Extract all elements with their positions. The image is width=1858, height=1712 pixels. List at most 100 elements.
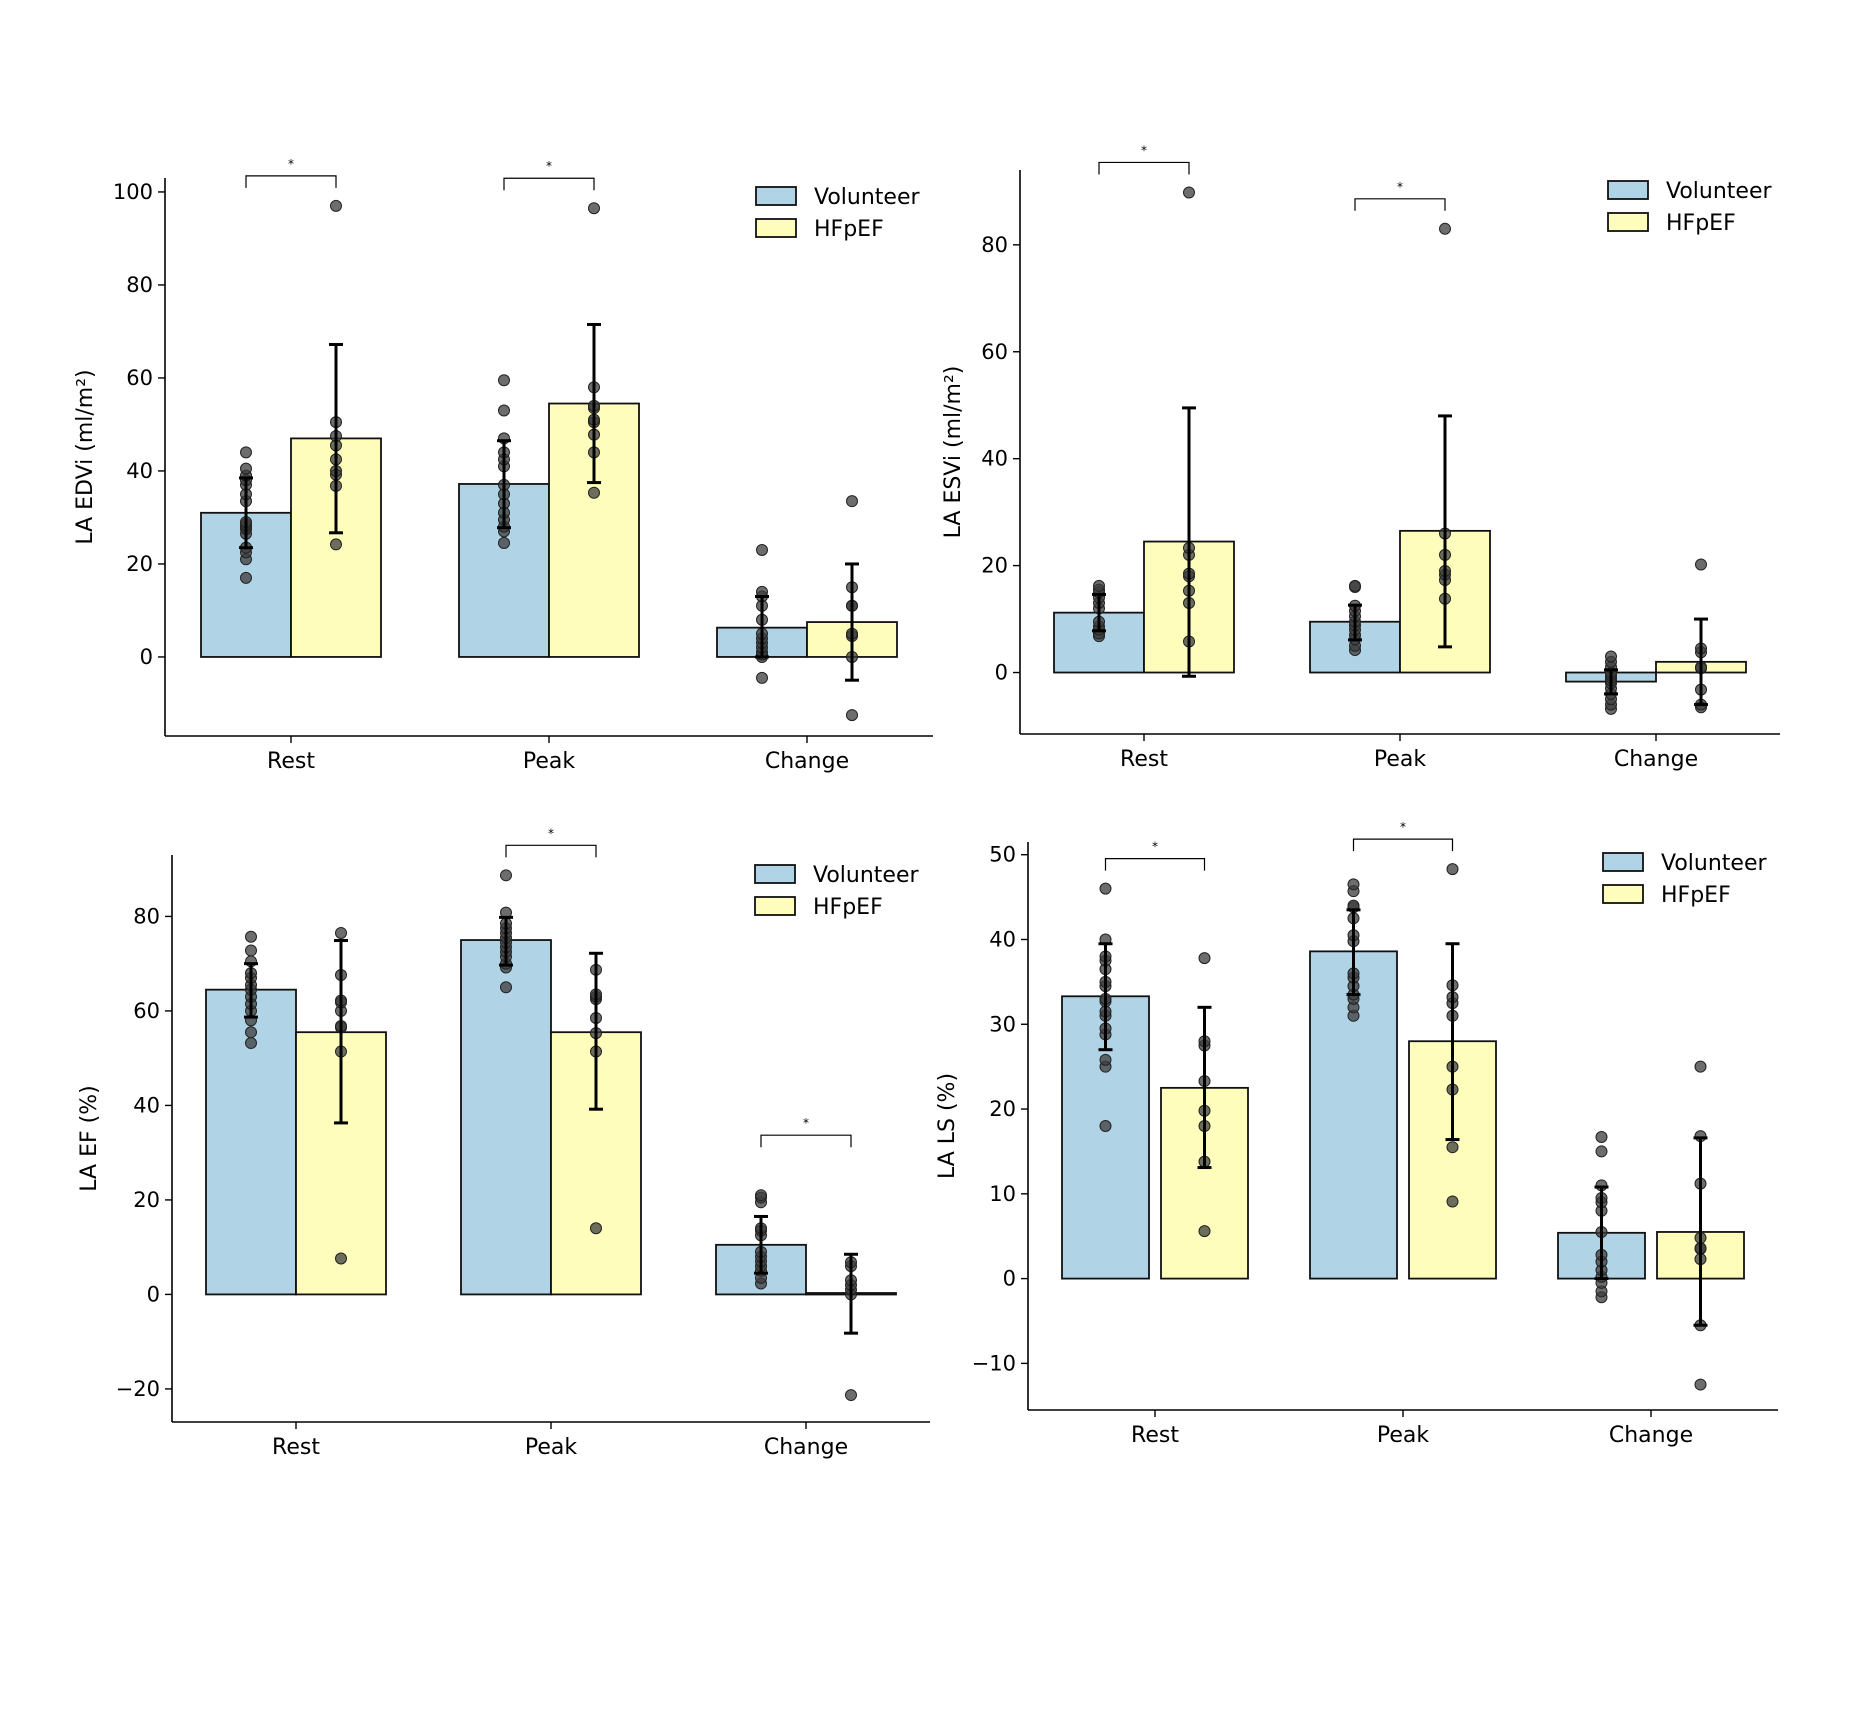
chart-panel-top-right: 0 20 40 60 80 LA ESVi (ml/m²) Rest Peak Change * *… [941,143,1780,772]
data-point [846,709,858,722]
data-point [335,926,347,939]
x-tick-label-change: Change [765,749,849,774]
data-point [500,981,512,994]
legend-label-volunteer: Volunteer [814,185,920,210]
data-point [1198,1225,1211,1238]
y-tick-label: 30 [989,1012,1016,1036]
y-tick-label: 0 [140,645,153,669]
y-tick-label: 60 [126,366,153,390]
y-tick-label: 80 [126,273,153,297]
legend-swatch-hfpef [1607,212,1649,232]
data-point [1446,863,1459,876]
data-point [245,1026,257,1039]
data-point [240,571,252,584]
y-tick-label: −20 [116,1377,160,1401]
significance-bracket [503,177,595,191]
significance-bracket [1354,198,1446,211]
data-point [498,374,510,387]
significance-bracket [245,175,337,188]
significance-star: * [1141,143,1147,157]
data-point [1099,882,1112,895]
y-tick-label: 20 [126,552,153,576]
data-point [245,930,257,943]
y-tick-label: 40 [126,459,153,483]
x-tick-label-change: Change [764,1435,848,1460]
y-tick-label: 20 [133,1188,160,1212]
chart-panel-top-left: 0 20 40 60 80 100 LA EDVi (ml/m²) Rest Peak Chang… [73,157,933,774]
data-point [330,199,342,212]
data-point [1347,878,1360,891]
data-point [1446,1141,1459,1154]
significance-bracket [1098,161,1190,175]
x-tick-label-peak: Peak [1374,747,1426,772]
data-point [1349,579,1361,592]
data-point [1198,952,1211,965]
y-tick-label: 0 [1003,1267,1016,1291]
data-point [335,1252,347,1265]
significance-star: * [1397,180,1403,194]
legend-label-volunteer: Volunteer [1666,179,1772,204]
data-point [1695,558,1707,571]
data-point [588,202,600,215]
data-point [1183,186,1195,199]
data-point [240,462,252,475]
legend-swatch-volunteer [1607,180,1649,200]
data-point [1099,1053,1112,1066]
y-axis-title: LA EDVi (ml/m²) [73,369,98,544]
bar-volunteer-peak [460,939,552,1296]
data-point [330,538,342,551]
data-point [588,486,600,499]
legend-swatch-volunteer [755,186,797,206]
legend-swatch-volunteer [754,864,796,884]
data-point [498,404,510,417]
x-tick-label-change: Change [1614,747,1698,772]
y-tick-label: 50 [989,843,1016,867]
data-point [1093,579,1105,592]
data-point [498,537,510,550]
y-tick-label: 40 [981,447,1008,471]
legend-label-hfpef: HFpEF [1666,211,1736,236]
legend-swatch-hfpef [754,896,796,916]
legend-swatch-volunteer [1602,852,1644,872]
y-tick-label: 80 [981,233,1008,257]
legend-label-volunteer: Volunteer [813,863,919,888]
x-tick-label-peak: Peak [525,1435,577,1460]
significance-star: * [546,159,552,173]
significance-star: * [288,157,294,171]
y-axis-title: LA EF (%) [77,1085,102,1191]
y-tick-label: −10 [972,1351,1016,1375]
y-tick-label: 0 [147,1282,160,1306]
x-tick-label-peak: Peak [1377,1423,1429,1448]
y-tick-label: 60 [981,340,1008,364]
significance-star: * [548,826,554,840]
data-point [756,671,768,684]
y-axis-title: LA LS (%) [935,1073,960,1179]
significance-star: * [803,1116,809,1130]
significance-bracket [760,1134,852,1148]
chart-panel-bottom-right: −10 0 10 20 30 40 50 LA LS (%) Rest Peak Change * * V… [935,820,1778,1448]
x-tick-label-peak: Peak [523,749,575,774]
data-point [845,1389,857,1402]
legend-label-hfpef: HFpEF [813,895,883,920]
data-point [245,1037,257,1050]
data-point [756,544,768,556]
x-tick-label-rest: Rest [1120,747,1168,772]
significance-star: * [1152,840,1158,854]
x-tick-label-rest: Rest [267,749,315,774]
legend-swatch-hfpef [755,218,797,238]
data-point [240,446,252,459]
data-point [245,944,257,957]
x-tick-label-rest: Rest [1131,1423,1179,1448]
data-point [1694,1060,1707,1073]
y-tick-label: 20 [981,554,1008,578]
data-point [1446,1195,1459,1208]
y-tick-label: 100 [113,180,153,204]
data-point [1099,1120,1112,1132]
data-point [755,1189,767,1202]
x-tick-label-change: Change [1609,1423,1693,1448]
y-tick-label: 80 [133,904,160,928]
data-point [1595,1131,1608,1144]
chart-panel-bottom-left: −20 0 20 40 60 80 LA EF (%) Rest Peak Change * * Vol… [77,826,930,1460]
y-tick-label: 40 [133,1093,160,1117]
